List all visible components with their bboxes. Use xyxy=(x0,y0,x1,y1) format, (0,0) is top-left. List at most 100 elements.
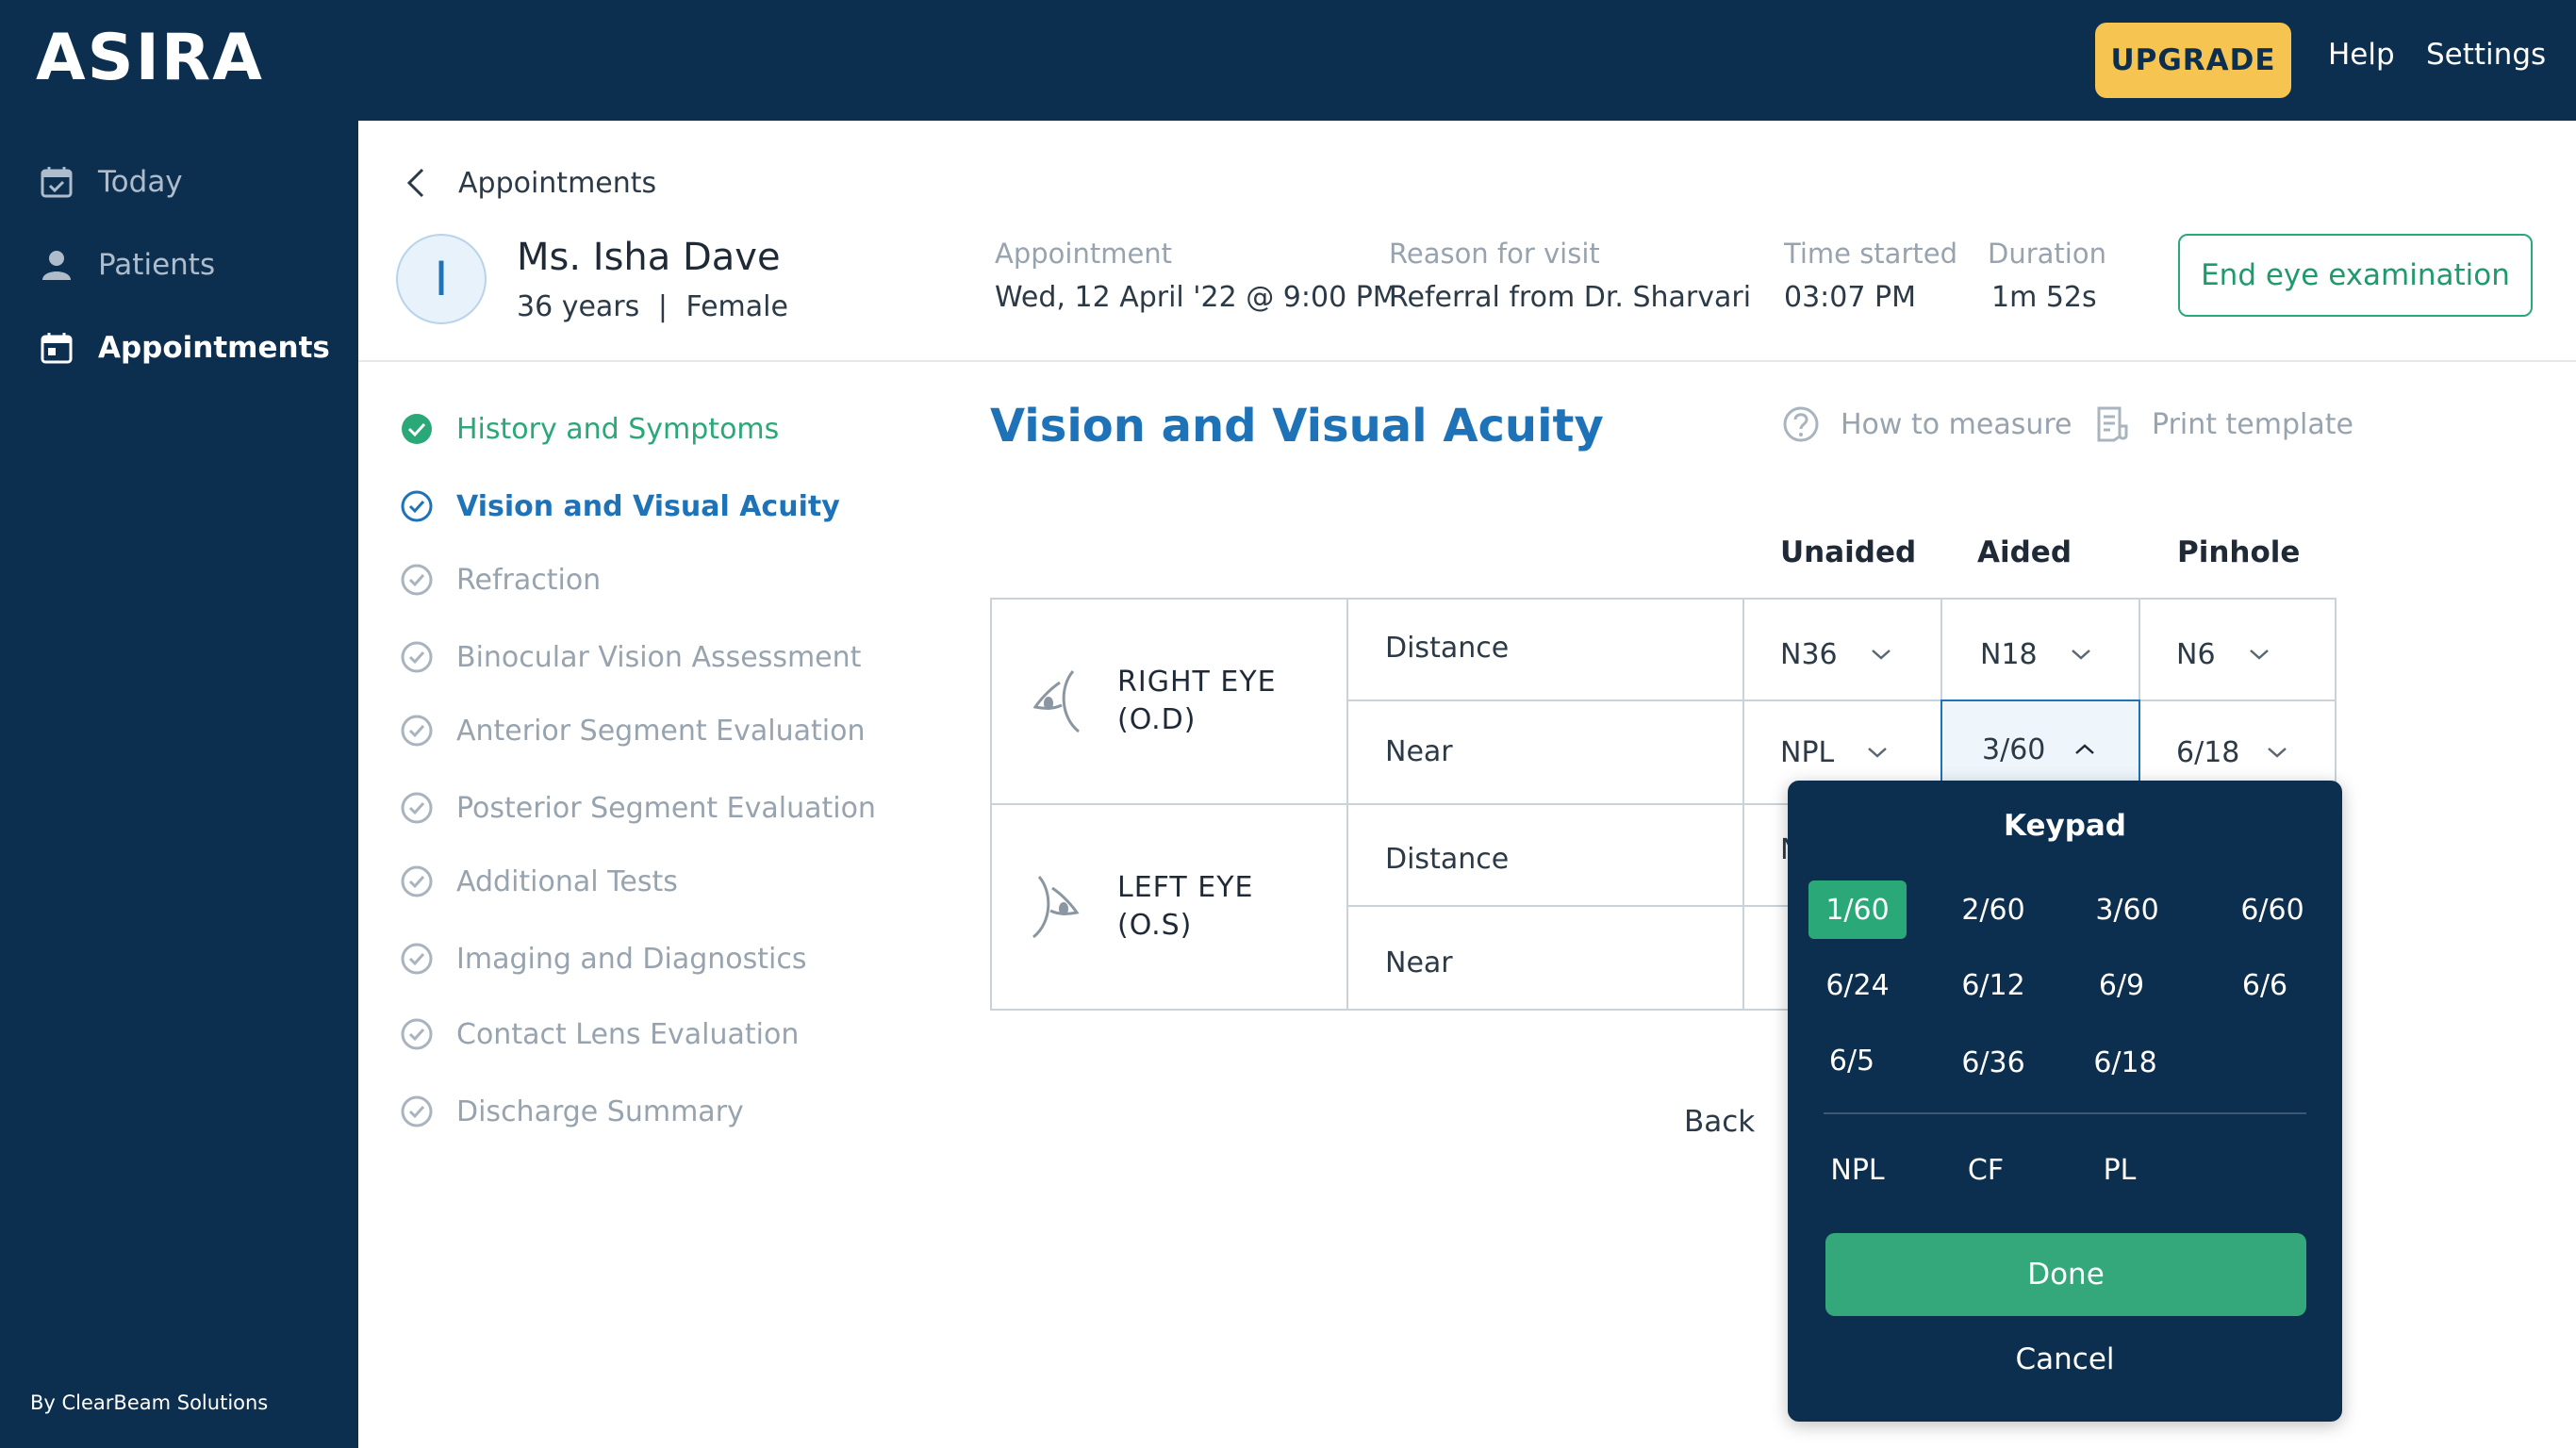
step-contact-lens-evaluation[interactable]: Contact Lens Evaluation xyxy=(400,1013,799,1055)
keypad-key-6-24[interactable]: 6/24 xyxy=(1825,968,1890,1002)
left-near-label: Near xyxy=(1385,946,1453,979)
sidebar-item-appointments[interactable]: Appointments xyxy=(38,324,330,371)
check-circle-icon xyxy=(401,490,433,522)
print-template-label: Print template xyxy=(2152,407,2353,441)
right-eye-title: RIGHT EYE xyxy=(1117,666,1277,699)
chevron-down-icon xyxy=(1868,748,1888,758)
section-title: Vision and Visual Acuity xyxy=(990,400,1604,452)
table-border-top xyxy=(990,598,2337,600)
duration-value: 1m 52s xyxy=(1991,281,2097,314)
patient-meta: 36 years | Female xyxy=(517,290,788,323)
calendar-icon xyxy=(38,329,75,367)
keypad-key-6-60[interactable]: 6/60 xyxy=(2240,893,2304,927)
table-border-right xyxy=(2335,598,2337,803)
step-imaging-and-diagnostics[interactable]: Imaging and Diagnostics xyxy=(400,938,806,979)
keypad-key-6-36[interactable]: 6/36 xyxy=(1961,1045,2025,1079)
chevron-down-icon xyxy=(2249,650,2269,660)
right-distance-unaided-select[interactable]: N36 xyxy=(1780,604,1892,704)
step-anterior-segment-evaluation[interactable]: Anterior Segment Evaluation xyxy=(400,710,865,751)
table-column-line xyxy=(1742,598,1744,1011)
cell-value: 6/18 xyxy=(2176,735,2240,769)
keypad-key-2-60[interactable]: 2/60 xyxy=(1961,893,2025,927)
step-label: Discharge Summary xyxy=(456,1094,744,1128)
step-label: Binocular Vision Assessment xyxy=(456,640,862,674)
left-eye-abbr: (O.S) xyxy=(1117,909,1193,942)
keypad-done-button[interactable]: Done xyxy=(1825,1233,2306,1316)
step-label: Contact Lens Evaluation xyxy=(456,1017,800,1051)
check-circle-icon xyxy=(401,1018,433,1050)
check-circle-icon xyxy=(401,715,433,747)
keypad-key-6-18[interactable]: 6/18 xyxy=(2093,1045,2157,1079)
step-history-and-symptoms[interactable]: History and Symptoms xyxy=(400,408,779,450)
how-to-measure-label: How to measure xyxy=(1841,407,2072,441)
step-label: Imaging and Diagnostics xyxy=(456,942,807,976)
keypad-key-pl[interactable]: PL xyxy=(2103,1153,2137,1187)
end-eye-examination-button[interactable]: End eye examination xyxy=(2178,234,2533,317)
table-border-left xyxy=(990,598,992,1011)
keypad-key-3-60[interactable]: 3/60 xyxy=(2095,893,2159,927)
how-to-measure-link[interactable]: How to measure xyxy=(1782,403,2072,445)
keypad-key-1-60[interactable]: 1/60 xyxy=(1808,880,1907,939)
check-circle-icon xyxy=(401,792,433,824)
step-refraction[interactable]: Refraction xyxy=(400,559,601,601)
keypad-key-6-5[interactable]: 6/5 xyxy=(1828,1044,1875,1078)
right-near-unaided-select[interactable]: NPL xyxy=(1780,702,1889,802)
step-label: Additional Tests xyxy=(456,864,678,898)
user-icon xyxy=(38,246,75,284)
sidebar: Today Patients Appointments xyxy=(0,121,358,1448)
sidebar-item-label: Today xyxy=(98,165,183,199)
print-template-link[interactable]: Print template xyxy=(2093,403,2353,445)
step-additional-tests[interactable]: Additional Tests xyxy=(400,861,678,902)
chevron-up-icon xyxy=(2075,744,2095,754)
help-circle-icon xyxy=(1783,406,1819,442)
step-vision-and-visual-acuity[interactable]: Vision and Visual Acuity xyxy=(400,485,840,527)
right-distance-pinhole-select[interactable]: N6 xyxy=(2176,604,2271,704)
breadcrumb-label: Appointments xyxy=(458,166,657,200)
keypad-key-6-12[interactable]: 6/12 xyxy=(1961,968,2025,1002)
table-row-line xyxy=(990,803,1792,805)
right-near-label: Near xyxy=(1385,735,1453,768)
step-label: Vision and Visual Acuity xyxy=(456,489,840,523)
keypad-key-cf[interactable]: CF xyxy=(1967,1153,2005,1187)
step-discharge-summary[interactable]: Discharge Summary xyxy=(400,1091,744,1132)
back-button[interactable]: Back xyxy=(1684,1105,1756,1139)
patient-age: 36 years xyxy=(517,290,640,323)
check-circle-icon xyxy=(401,564,433,596)
step-binocular-vision-assessment[interactable]: Binocular Vision Assessment xyxy=(400,636,861,678)
keypad-key-npl[interactable]: NPL xyxy=(1830,1153,1885,1187)
patient-gender: Female xyxy=(685,290,788,323)
table-row-line xyxy=(1346,699,2337,701)
reason-value: Referral from Dr. Sharvari xyxy=(1389,281,1752,314)
sidebar-item-today[interactable]: Today xyxy=(38,158,183,206)
upgrade-button[interactable]: UPGRADE xyxy=(2095,23,2291,98)
chevron-down-icon xyxy=(2268,748,2287,758)
keypad-cancel-button[interactable]: Cancel xyxy=(2015,1342,2115,1376)
right-eye-icon xyxy=(1032,670,1080,733)
sidebar-item-patients[interactable]: Patients xyxy=(38,241,215,288)
settings-link[interactable]: Settings xyxy=(2426,38,2547,72)
chevron-left-icon xyxy=(406,168,424,198)
left-eye-icon xyxy=(1032,876,1080,939)
step-label: Anterior Segment Evaluation xyxy=(456,714,866,748)
time-started-label: Time started xyxy=(1784,238,1957,270)
keypad-key-6-6[interactable]: 6/6 xyxy=(2241,968,2288,1002)
column-header-aided: Aided xyxy=(1977,535,2072,569)
column-header-unaided: Unaided xyxy=(1780,535,1917,569)
right-distance-aided-select[interactable]: N18 xyxy=(1980,604,2092,704)
cell-value: N18 xyxy=(1980,637,2038,671)
asira-logo[interactable]: ASIRA xyxy=(36,21,264,95)
time-started-value: 03:07 PM xyxy=(1784,281,1916,314)
step-label: Posterior Segment Evaluation xyxy=(456,791,876,825)
right-near-pinhole-select[interactable]: 6/18 xyxy=(2176,702,2288,802)
help-link[interactable]: Help xyxy=(2328,38,2395,72)
document-icon xyxy=(2097,406,2128,442)
step-posterior-segment-evaluation[interactable]: Posterior Segment Evaluation xyxy=(400,787,876,829)
check-circle-icon xyxy=(401,641,433,673)
column-header-pinhole: Pinhole xyxy=(2177,535,2301,569)
left-distance-label: Distance xyxy=(1385,843,1510,876)
back-to-appointments[interactable]: Appointments xyxy=(404,162,656,204)
sidebar-item-label: Patients xyxy=(98,248,216,282)
keypad-key-6-9[interactable]: 6/9 xyxy=(2098,968,2145,1002)
right-distance-label: Distance xyxy=(1385,632,1510,665)
step-label: History and Symptoms xyxy=(456,412,780,446)
